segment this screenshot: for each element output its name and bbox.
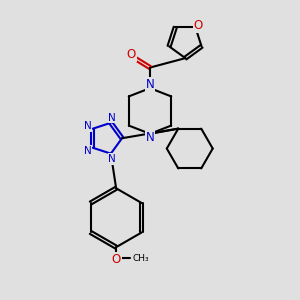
Text: N: N (108, 112, 116, 122)
Text: N: N (84, 146, 91, 156)
Text: CH₃: CH₃ (133, 254, 149, 263)
Text: O: O (194, 19, 203, 32)
Text: O: O (127, 48, 136, 61)
Text: N: N (108, 154, 116, 164)
Text: N: N (146, 131, 154, 144)
Text: N: N (84, 121, 91, 131)
Text: N: N (146, 78, 154, 91)
Text: O: O (112, 253, 121, 266)
